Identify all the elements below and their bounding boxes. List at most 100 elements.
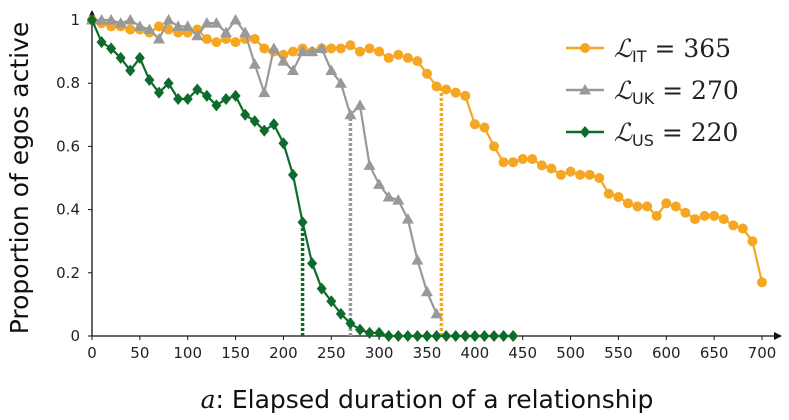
y-tick-label: 0.8	[56, 74, 80, 92]
legend-entry: ℒIT = 365	[566, 34, 731, 66]
y-tick-label: 0.2	[56, 264, 80, 282]
data-point	[211, 99, 222, 112]
data-point	[191, 29, 204, 41]
data-point	[383, 52, 394, 63]
data-point	[334, 77, 347, 88]
data-point	[680, 207, 691, 218]
data-point	[546, 163, 557, 174]
legend-label: ℒIT = 365	[614, 34, 731, 66]
x-tick-label: 550	[604, 344, 633, 362]
y-tick-label: 1	[70, 11, 80, 29]
data-point	[363, 159, 376, 170]
data-point	[335, 43, 346, 54]
data-point	[728, 220, 739, 231]
legend-value: = 365	[647, 34, 732, 63]
data-point	[288, 168, 298, 181]
data-point	[182, 93, 193, 105]
data-point	[699, 210, 710, 221]
legend-marker	[579, 84, 591, 95]
data-point	[153, 32, 165, 44]
data-point	[162, 14, 175, 25]
data-point	[268, 118, 279, 131]
x-tick-label: 500	[556, 344, 585, 362]
data-point	[613, 191, 624, 202]
x-tick-label: 300	[365, 344, 394, 362]
data-point	[154, 86, 164, 99]
data-point	[114, 17, 127, 28]
data-point	[306, 45, 319, 57]
x-tick-label: 0	[87, 344, 97, 362]
data-point	[287, 64, 299, 76]
data-point	[411, 254, 424, 265]
x-tick-label: 650	[700, 344, 729, 362]
data-point	[95, 14, 108, 25]
data-point	[259, 124, 270, 137]
data-point	[402, 52, 413, 63]
data-point	[527, 154, 538, 165]
data-point	[364, 43, 375, 54]
data-point	[344, 108, 357, 120]
y-tick-label: 0	[70, 327, 80, 345]
data-point	[430, 307, 443, 319]
x-axis-arrow	[774, 332, 782, 340]
legend-label: ℒUK = 270	[614, 76, 739, 108]
legend-subscript: IT	[632, 47, 647, 66]
data-point	[230, 37, 241, 48]
data-point	[307, 257, 318, 270]
data-point	[335, 307, 346, 320]
data-point	[201, 33, 212, 44]
data-point	[315, 42, 328, 53]
y-tick-label: 0.4	[56, 201, 80, 219]
data-point	[584, 169, 595, 180]
data-point	[124, 14, 137, 25]
data-point	[431, 330, 442, 342]
data-point	[105, 14, 118, 25]
legend-script: ℒ	[614, 34, 633, 63]
x-axis-label-text: : Elapsed duration of a relationship	[215, 385, 653, 414]
data-point	[412, 330, 423, 342]
data-point	[192, 83, 203, 96]
data-point	[316, 282, 327, 295]
data-point	[172, 20, 185, 31]
data-point	[249, 115, 260, 128]
data-point	[326, 295, 337, 308]
data-point	[143, 23, 156, 34]
data-point	[173, 93, 184, 105]
legend-value: = 270	[654, 76, 739, 105]
data-point	[489, 141, 499, 152]
data-point	[383, 330, 394, 342]
data-point	[345, 40, 356, 51]
data-point	[469, 330, 480, 342]
data-point	[642, 201, 653, 212]
data-point	[565, 166, 576, 177]
legend-subscript: US	[632, 131, 654, 150]
data-point	[422, 330, 432, 342]
data-point	[181, 20, 194, 31]
data-point	[469, 119, 480, 130]
data-point	[221, 93, 231, 105]
data-point	[670, 201, 681, 212]
data-point	[239, 26, 252, 38]
x-tick-label: 600	[652, 344, 681, 362]
y-axis-label: Proportion of egos active	[5, 22, 34, 335]
data-point	[220, 26, 232, 38]
data-point	[536, 160, 547, 171]
data-point	[421, 285, 433, 297]
x-tick-label: 50	[130, 344, 149, 362]
data-point	[154, 21, 164, 32]
data-point	[498, 157, 509, 168]
data-point	[240, 108, 251, 121]
data-point	[326, 43, 337, 54]
data-point	[460, 90, 471, 101]
data-point	[258, 86, 271, 98]
data-point	[296, 45, 309, 57]
data-point	[757, 277, 767, 288]
data-point	[575, 169, 586, 180]
data-point	[441, 330, 452, 342]
x-axis-label: a: Elapsed duration of a relationship	[201, 385, 654, 414]
data-point	[489, 330, 499, 342]
data-point	[479, 122, 490, 133]
x-tick-label: 150	[221, 344, 250, 362]
